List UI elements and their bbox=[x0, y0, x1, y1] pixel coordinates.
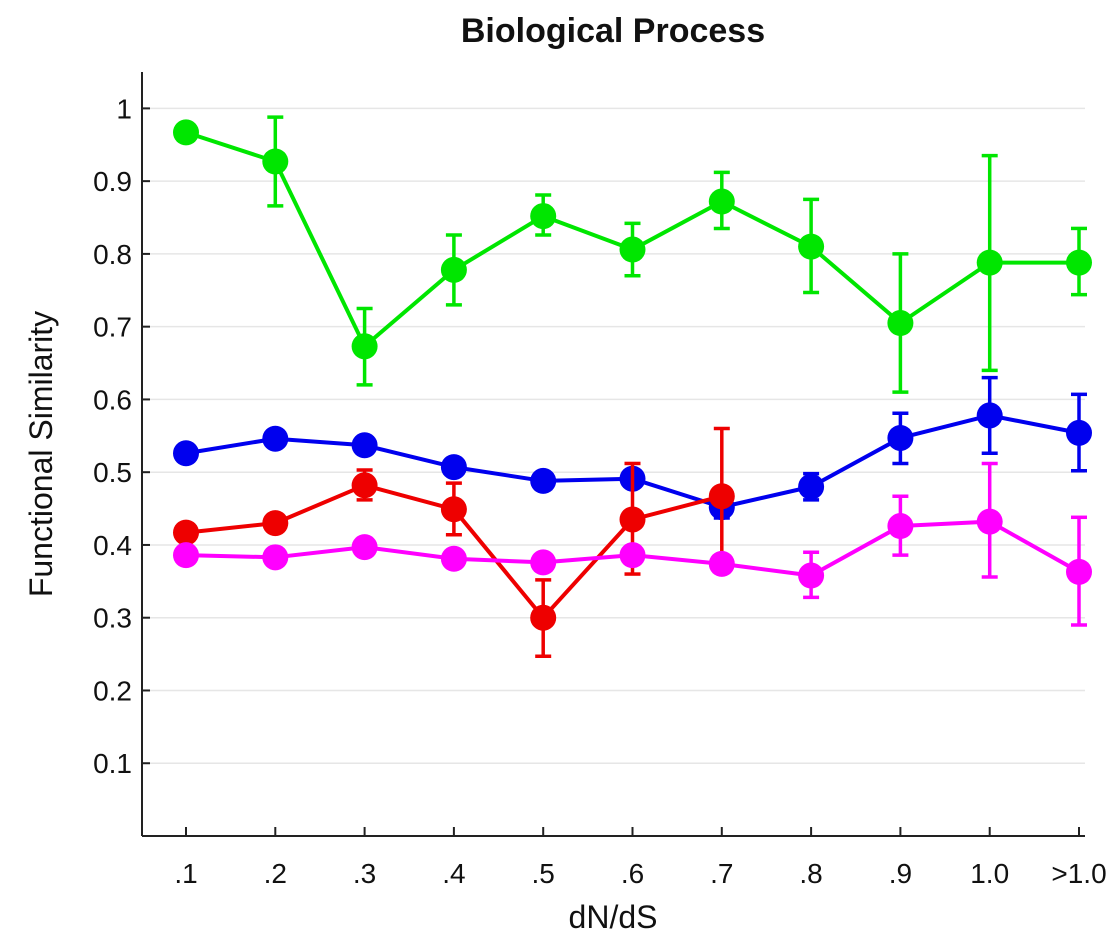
ticks-layer: 0.1 0.2 0.3 0.4 0.5 0.6 0.7 0.8 0.9 1 .1 .2 .3 .4 .5 .6… bbox=[93, 93, 1107, 889]
data-point bbox=[976, 508, 1003, 535]
x-tick-label: .7 bbox=[710, 858, 733, 889]
y-tick-label: 0.4 bbox=[93, 530, 132, 561]
y-tick-label: 1 bbox=[116, 93, 132, 124]
grid-layer bbox=[142, 107, 1085, 764]
x-tick-label: .4 bbox=[442, 858, 465, 889]
data-point bbox=[173, 119, 199, 146]
data-point bbox=[976, 402, 1003, 429]
data-point bbox=[976, 249, 1003, 276]
x-axis-label: dN/dS bbox=[569, 899, 658, 935]
data-point bbox=[262, 425, 289, 452]
data-point bbox=[351, 333, 378, 360]
data-point bbox=[708, 188, 735, 215]
series-3 bbox=[173, 461, 1092, 627]
data-point bbox=[440, 545, 467, 572]
data-point bbox=[798, 473, 825, 500]
data-point bbox=[440, 496, 467, 523]
data-point bbox=[440, 454, 467, 481]
chart-title: Biological Process bbox=[461, 12, 765, 50]
data-point bbox=[798, 562, 825, 589]
y-axis-label: Functional Similarity bbox=[23, 311, 59, 597]
data-point bbox=[351, 472, 378, 499]
series-2 bbox=[173, 426, 735, 659]
x-tick-label: .3 bbox=[353, 858, 376, 889]
x-tick-label: .6 bbox=[621, 858, 644, 889]
data-point bbox=[530, 604, 557, 631]
data-point bbox=[530, 467, 557, 494]
data-point bbox=[1066, 249, 1092, 276]
y-tick-label: 0.9 bbox=[93, 166, 132, 197]
data-point bbox=[619, 506, 646, 533]
data-point bbox=[619, 236, 646, 263]
series-layer bbox=[173, 115, 1092, 659]
data-point bbox=[887, 310, 914, 337]
axes-layer bbox=[141, 72, 1085, 837]
data-point bbox=[262, 510, 289, 537]
data-point bbox=[708, 483, 735, 510]
data-point bbox=[708, 550, 735, 577]
x-tick-label: >1.0 bbox=[1051, 858, 1106, 889]
y-tick-label: 0.7 bbox=[93, 312, 132, 343]
data-point bbox=[173, 440, 199, 467]
data-point bbox=[530, 549, 557, 576]
data-point bbox=[173, 542, 199, 569]
data-point bbox=[262, 148, 289, 175]
data-point bbox=[262, 544, 289, 571]
y-tick-label: 0.5 bbox=[93, 457, 132, 488]
x-tick-label: .5 bbox=[532, 858, 555, 889]
y-tick-label: 0.6 bbox=[93, 384, 132, 415]
x-tick-label: 1.0 bbox=[970, 858, 1009, 889]
data-point bbox=[887, 513, 914, 540]
y-tick-label: 0.2 bbox=[93, 675, 132, 706]
data-point bbox=[530, 203, 557, 230]
data-point bbox=[887, 424, 914, 451]
x-tick-label: .8 bbox=[799, 858, 822, 889]
data-point bbox=[1066, 558, 1092, 585]
x-tick-label: .9 bbox=[889, 858, 912, 889]
x-tick-label: .2 bbox=[264, 858, 287, 889]
data-point bbox=[798, 233, 825, 260]
y-tick-label: 0.8 bbox=[93, 239, 132, 270]
data-point bbox=[1066, 419, 1092, 446]
data-point bbox=[173, 519, 199, 546]
y-tick-label: 0.1 bbox=[93, 748, 132, 779]
series-0 bbox=[173, 115, 1092, 394]
y-tick-label: 0.3 bbox=[93, 603, 132, 634]
data-point bbox=[351, 432, 378, 459]
data-point bbox=[440, 256, 467, 283]
data-point bbox=[351, 534, 378, 561]
x-tick-label: .1 bbox=[174, 858, 197, 889]
data-point bbox=[619, 542, 646, 569]
